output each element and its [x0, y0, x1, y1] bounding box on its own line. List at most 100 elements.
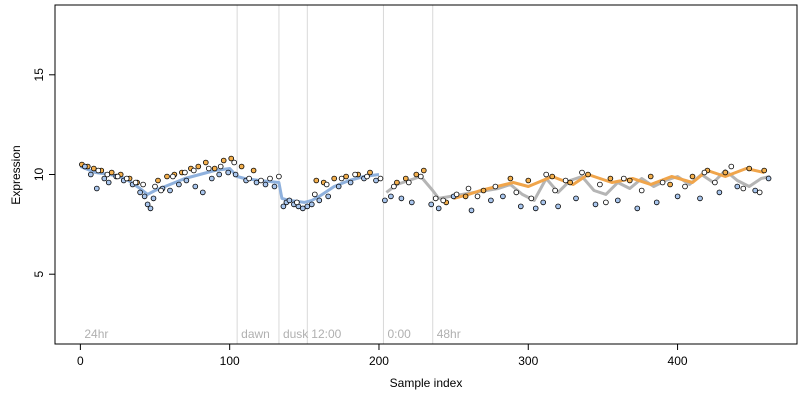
data-point — [462, 193, 469, 200]
data-point — [150, 195, 157, 202]
data-point — [528, 195, 535, 202]
data-point — [603, 199, 609, 206]
data-point — [155, 177, 161, 184]
data-point — [141, 193, 148, 200]
y-axis-title: Expression — [9, 145, 23, 204]
data-point — [513, 189, 520, 196]
data-point — [480, 187, 487, 194]
data-point — [123, 175, 130, 182]
data-point — [382, 197, 388, 204]
data-point — [420, 167, 427, 174]
data-point — [620, 175, 627, 182]
data-point — [203, 159, 209, 166]
data-point — [391, 183, 397, 190]
data-point — [238, 163, 245, 170]
data-point — [653, 199, 660, 206]
data-point — [585, 171, 591, 178]
data-point — [147, 205, 154, 212]
data-point — [468, 207, 475, 214]
data-point — [209, 175, 215, 182]
data-point — [712, 179, 718, 186]
data-point — [267, 175, 273, 182]
data-point — [549, 173, 555, 180]
data-point — [398, 195, 405, 202]
data-point — [408, 199, 415, 206]
data-point — [701, 169, 708, 176]
data-point — [579, 169, 585, 176]
y-axis: 5 10 15 — [32, 68, 55, 278]
data-point — [286, 197, 293, 204]
data-point — [137, 189, 143, 196]
data-point — [164, 173, 170, 180]
x-tick-label: 300 — [518, 354, 538, 368]
data-point — [734, 183, 741, 190]
data-point — [211, 165, 218, 172]
data-point — [435, 205, 442, 212]
data-point — [597, 181, 603, 188]
region-label: 48hr — [437, 327, 461, 341]
data-point — [659, 179, 666, 186]
y-tick-label: 15 — [32, 68, 46, 82]
data-point — [555, 203, 561, 210]
data-point — [104, 171, 111, 178]
data-point — [373, 177, 379, 184]
data-point — [752, 187, 758, 194]
data-point — [402, 175, 409, 182]
data-point — [220, 157, 227, 164]
region-label: 0:00 — [387, 327, 411, 341]
data-point — [158, 187, 164, 194]
x-axis: 0 100 200 300 400 — [77, 344, 688, 368]
data-point — [552, 187, 558, 194]
data-point — [697, 195, 703, 202]
data-point — [543, 171, 549, 178]
data-point — [335, 183, 342, 190]
data-point — [507, 175, 514, 182]
data-point — [338, 175, 345, 182]
data-point — [200, 189, 206, 196]
data-point — [152, 183, 158, 190]
data-point — [607, 175, 614, 182]
data-point — [216, 171, 223, 178]
region-label: 12:00 — [311, 327, 341, 341]
data-point — [88, 171, 94, 178]
trend-line-orange — [453, 167, 765, 200]
data-point — [231, 159, 238, 166]
region-label: dawn — [241, 327, 270, 341]
data-point — [105, 179, 112, 186]
data-point — [614, 197, 621, 204]
data-point — [474, 193, 481, 200]
data-point — [761, 167, 767, 174]
data-point — [91, 165, 97, 172]
data-point — [667, 181, 673, 188]
data-point — [592, 201, 599, 208]
data-point — [101, 175, 108, 182]
data-point — [343, 173, 349, 180]
data-point — [562, 177, 569, 184]
data-point — [465, 185, 472, 192]
data-point — [500, 193, 506, 200]
data-point — [140, 181, 146, 188]
trend-line-gray — [385, 169, 771, 202]
data-point — [217, 163, 224, 170]
region-labels: 24hr dawn dusk 12:00 0:00 48hr — [84, 327, 460, 341]
data-point — [108, 169, 115, 176]
data-point — [316, 197, 323, 204]
data-point — [492, 183, 499, 190]
data-point — [114, 173, 121, 180]
data-point — [94, 185, 100, 192]
data-point — [253, 179, 260, 186]
region-label: 24hr — [84, 327, 108, 341]
data-point — [689, 173, 696, 180]
data-point — [364, 173, 370, 180]
data-point — [367, 169, 373, 176]
data-point — [246, 175, 252, 182]
data-point — [756, 189, 763, 196]
data-point — [682, 183, 688, 190]
data-point — [394, 179, 400, 186]
data-point — [311, 191, 318, 198]
data-point — [432, 195, 439, 202]
data-point — [722, 169, 729, 176]
data-point — [313, 177, 320, 184]
data-point — [192, 183, 199, 190]
data-point — [170, 173, 176, 180]
